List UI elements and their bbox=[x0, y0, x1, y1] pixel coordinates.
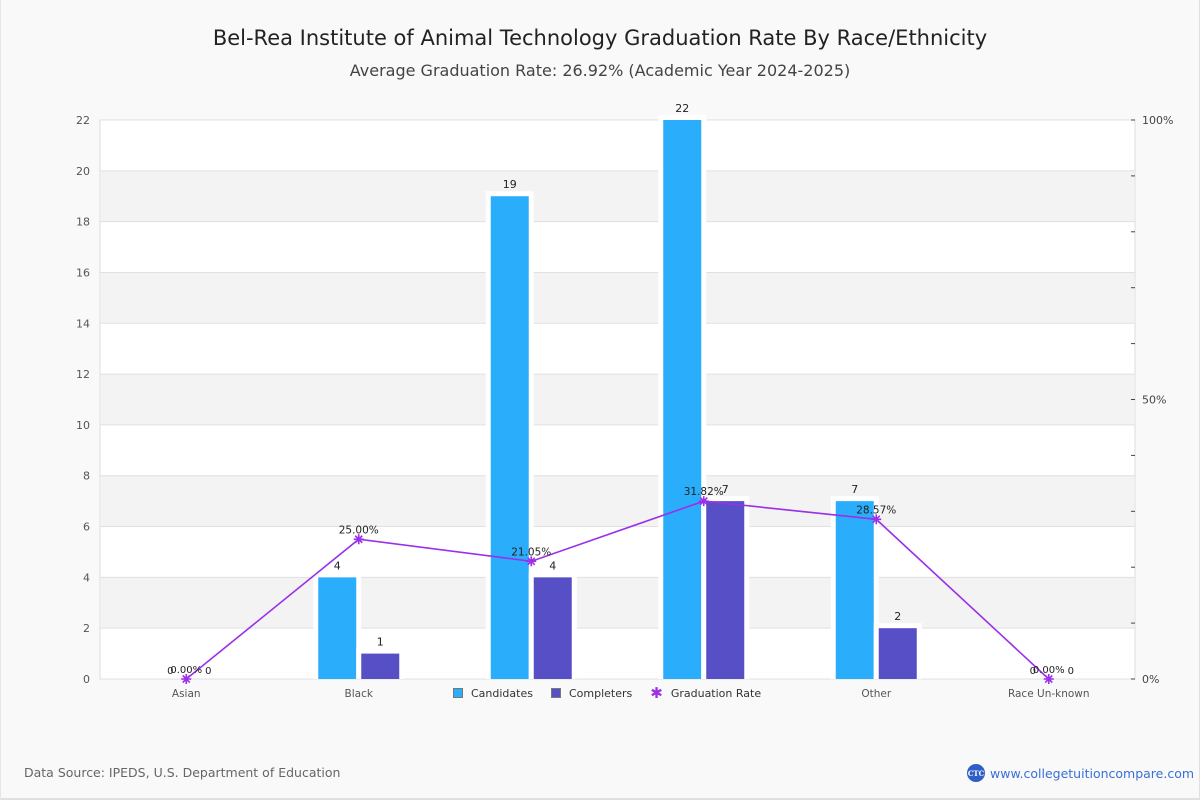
candidates-bar bbox=[490, 196, 529, 679]
legend-label: Candidates bbox=[471, 686, 533, 700]
left-axis-tick-label: 18 bbox=[76, 216, 90, 229]
completers-bar bbox=[533, 577, 572, 679]
completers-bar bbox=[706, 501, 745, 679]
left-axis-tick-label: 4 bbox=[83, 571, 90, 584]
brand-logo-icon: CTC bbox=[967, 764, 985, 782]
legend-item-graduation-rate[interactable]: ✱ Graduation Rate bbox=[650, 684, 762, 702]
legend-item-candidates[interactable]: Candidates bbox=[453, 687, 533, 700]
completers-value-label: 0 bbox=[205, 666, 211, 677]
grid-band bbox=[101, 577, 1134, 629]
right-axis-tick-label: 100% bbox=[1142, 114, 1173, 127]
x-axis-category-label: Other bbox=[861, 688, 891, 700]
graduation-rate-value-label: 0.00% bbox=[1033, 665, 1065, 676]
grid-band bbox=[101, 170, 1134, 222]
x-axis-category-label: Race Un-known bbox=[1008, 688, 1090, 700]
candidates-bar bbox=[663, 120, 702, 679]
grid-band bbox=[101, 374, 1134, 425]
legend-item-completers[interactable]: Completers bbox=[550, 686, 633, 700]
graduation-rate-line bbox=[185, 500, 1050, 680]
graduation-rate-value-label: 31.82% bbox=[684, 486, 724, 498]
graduation-rate-point bbox=[871, 514, 882, 525]
x-axis-category-label: Black bbox=[345, 688, 374, 700]
legend-label: Completers bbox=[568, 686, 633, 700]
graduation-rate-point bbox=[698, 496, 709, 507]
graduation-rate-value-label: 25.00% bbox=[339, 524, 379, 536]
legend-label: Graduation Rate bbox=[670, 686, 762, 700]
right-axis-tick-label: 50% bbox=[1142, 394, 1166, 407]
left-axis-tick-label: 2 bbox=[83, 622, 90, 635]
graduation-rate-value-label: 21.05% bbox=[511, 546, 551, 558]
candidates-swatch-icon bbox=[453, 688, 463, 698]
legend: Candidates Completers ✱ Graduation Rate bbox=[447, 682, 768, 704]
candidates-bar bbox=[318, 577, 357, 679]
data-source: Data Source: IPEDS, U.S. Department of E… bbox=[24, 765, 341, 780]
completers-value-label: 4 bbox=[549, 559, 556, 572]
brand-url: www.collegetuitioncompare.com bbox=[990, 765, 1195, 781]
x-axis-category-label: Asian bbox=[172, 688, 201, 700]
left-axis-tick-label: 14 bbox=[76, 317, 90, 330]
candidates-value-label: 0 bbox=[167, 666, 173, 677]
chart-title: Bel-Rea Institute of Animal Technology G… bbox=[212, 26, 988, 50]
completers-value-label: 7 bbox=[722, 483, 729, 496]
graduation-rate-value-label: 0.00% bbox=[170, 665, 202, 676]
graduation-rate-point bbox=[526, 556, 537, 567]
brand-link[interactable]: CTC www.collegetuitioncompare.com bbox=[967, 764, 1194, 782]
right-axis-tick-label: 0% bbox=[1142, 673, 1159, 686]
completers-bar bbox=[361, 653, 400, 679]
star-marker-icon: ✱ bbox=[650, 684, 663, 702]
left-axis-tick-label: 8 bbox=[83, 470, 90, 483]
left-axis-tick-label: 6 bbox=[83, 521, 90, 534]
left-axis-tick-label: 16 bbox=[76, 266, 90, 279]
chart-subtitle: Average Graduation Rate: 26.92% (Academi… bbox=[349, 61, 851, 80]
grid-band bbox=[101, 475, 1134, 527]
graduation-rate-point bbox=[1043, 674, 1054, 684]
candidates-value-label: 7 bbox=[851, 483, 858, 496]
completers-value-label: 2 bbox=[894, 610, 901, 623]
grid-band bbox=[101, 272, 1134, 324]
completers-value-label: 1 bbox=[377, 636, 384, 649]
graduation-rate-point bbox=[353, 534, 364, 545]
completers-value-label: 0 bbox=[1068, 666, 1074, 677]
graduation-rate-value-label: 28.57% bbox=[856, 504, 896, 516]
left-axis-tick-label: 12 bbox=[76, 368, 90, 381]
candidates-value-label: 22 bbox=[675, 102, 689, 115]
left-axis-tick-label: 10 bbox=[76, 419, 90, 432]
left-axis-tick-label: 22 bbox=[76, 114, 90, 127]
completers-bar bbox=[878, 628, 917, 679]
completers-swatch-icon bbox=[550, 688, 561, 698]
candidates-value-label: 4 bbox=[334, 559, 341, 572]
candidates-value-label: 0 bbox=[1030, 666, 1036, 677]
candidates-value-label: 19 bbox=[503, 178, 517, 191]
graduation-rate-point bbox=[181, 674, 192, 684]
left-axis-tick-label: 0 bbox=[83, 673, 90, 686]
candidates-bar bbox=[835, 501, 874, 679]
left-axis-tick-label: 20 bbox=[76, 165, 90, 178]
